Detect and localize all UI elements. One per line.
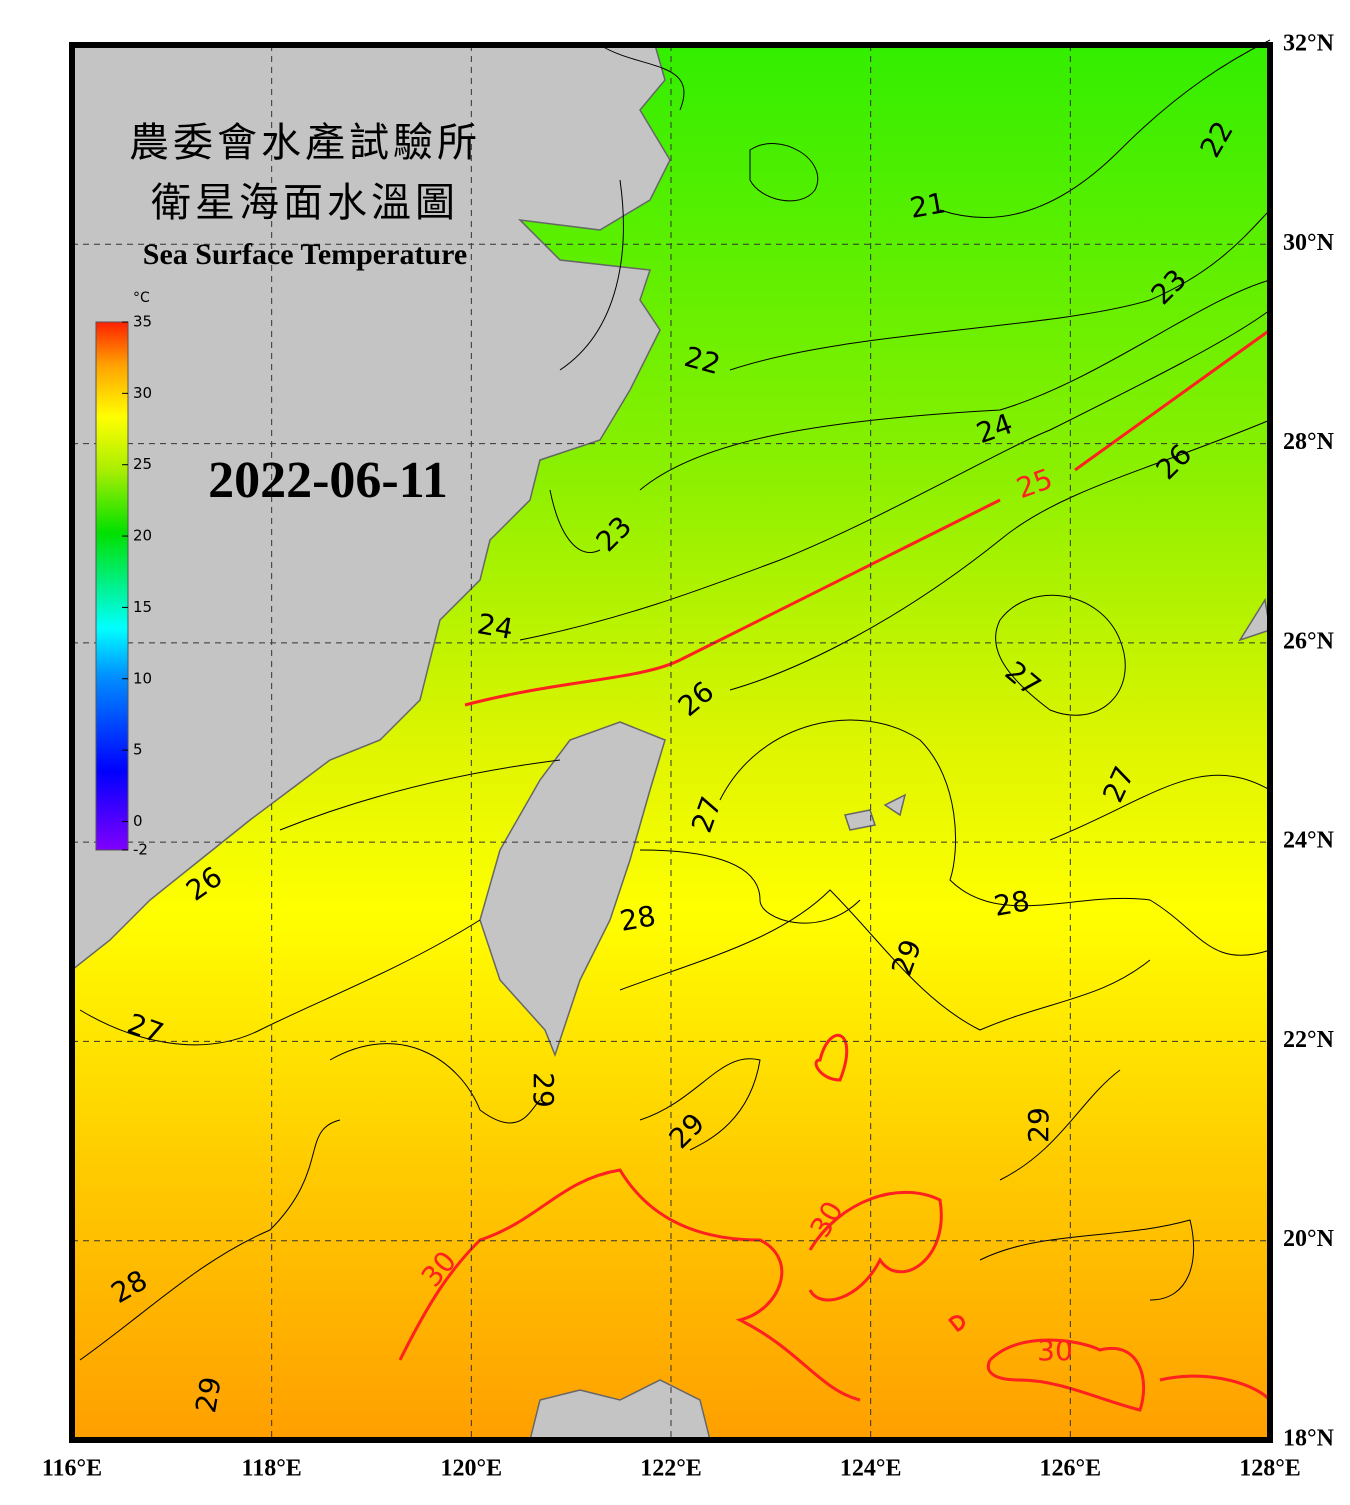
- y-tick-label: 32°N: [1283, 31, 1335, 57]
- y-tick-label: 28°N: [1283, 429, 1335, 455]
- y-tick-label: 20°N: [1283, 1226, 1335, 1252]
- title-en: Sea Surface Temperature: [143, 238, 467, 271]
- y-tick-label: 26°N: [1283, 628, 1335, 654]
- y-tick-label: 24°N: [1283, 828, 1335, 854]
- x-tick-label: 116°E: [42, 1456, 102, 1482]
- colorbar-tick-label: 0: [133, 812, 143, 830]
- contour-label: 28: [617, 899, 658, 938]
- land: [71, 44, 1271, 1441]
- x-tick-label: 118°E: [242, 1456, 302, 1482]
- contour-label: 29: [189, 1374, 228, 1415]
- contour-label: 24: [475, 607, 516, 646]
- x-tick-label: 124°E: [840, 1456, 902, 1482]
- colorbar-tick-label: -2: [133, 841, 148, 859]
- colorbar-tick-label: 30: [133, 384, 152, 402]
- colorbar-unit: °C: [133, 290, 150, 306]
- contour-label: 21: [907, 186, 948, 225]
- title-zh-1: 農委會水產試驗所: [129, 120, 481, 166]
- colorbar-tick-label: 35: [133, 313, 152, 331]
- colorbar-tick-label: 15: [133, 598, 152, 616]
- contour-label: 29: [527, 1072, 560, 1108]
- colorbar-tick-label: 25: [133, 455, 152, 473]
- colorbar-tick-label: 10: [133, 669, 152, 687]
- title-zh-2: 衛星海面水溫圖: [151, 180, 459, 226]
- y-tick-label: 30°N: [1283, 230, 1335, 256]
- contours-red: [398, 328, 1272, 1412]
- x-tick-label: 128°E: [1239, 1456, 1301, 1482]
- x-tick-label: 122°E: [640, 1456, 702, 1482]
- x-tick-label: 126°E: [1040, 1456, 1102, 1482]
- grid: [72, 45, 1270, 1440]
- colorbar-tick-label: 5: [133, 741, 143, 759]
- contour-label: 30: [1037, 1334, 1073, 1367]
- colorbar: [95, 321, 129, 851]
- colorbar-tick-label: 20: [133, 527, 152, 545]
- contour-label: 29: [1022, 1107, 1055, 1143]
- contour-label: 28: [991, 884, 1032, 923]
- x-tick-label: 120°E: [441, 1456, 503, 1482]
- y-tick-label: 22°N: [1283, 1027, 1335, 1053]
- date: 2022-06-11: [208, 452, 448, 509]
- contours: [79, 39, 1271, 1361]
- y-tick-label: 18°N: [1283, 1426, 1335, 1452]
- frame: [69, 42, 1273, 1443]
